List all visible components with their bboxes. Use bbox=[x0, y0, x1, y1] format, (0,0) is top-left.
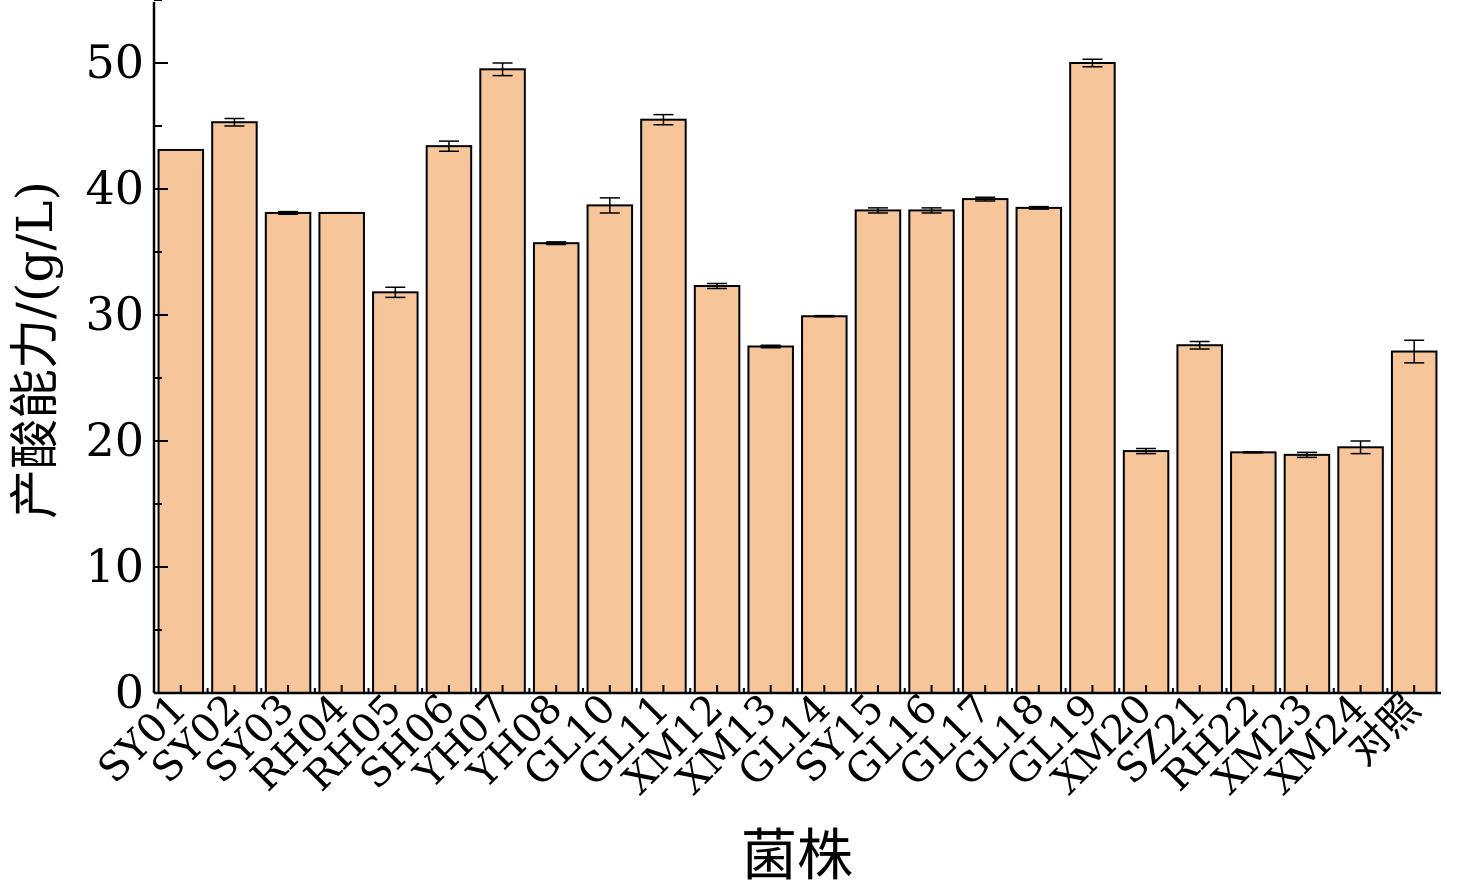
bar-16 bbox=[1015, 206, 1063, 694]
bar-12 bbox=[801, 315, 848, 694]
y-tick-label-30: 30 bbox=[85, 287, 144, 341]
bar-8 bbox=[586, 204, 634, 694]
bar-13 bbox=[854, 209, 902, 694]
bar-18 bbox=[1122, 450, 1170, 694]
y-tick-label-40: 40 bbox=[85, 161, 144, 215]
bar-4 bbox=[372, 291, 419, 694]
bar-5 bbox=[425, 145, 473, 695]
bar-20 bbox=[1230, 451, 1277, 694]
x-ticks-group: SY01SY02SY03RH04RH05SH06YH07YH08GL10GL11… bbox=[89, 685, 1429, 803]
error-bars-group bbox=[224, 58, 1425, 459]
y-tick-label-20: 20 bbox=[85, 413, 144, 467]
bar-19 bbox=[1176, 344, 1223, 694]
y-tick-label-10: 10 bbox=[85, 539, 144, 593]
bar-1 bbox=[211, 121, 258, 695]
bar-17 bbox=[1069, 62, 1116, 694]
bar-14 bbox=[908, 209, 955, 694]
bar-11 bbox=[747, 345, 794, 694]
y-tick-label-0: 0 bbox=[115, 665, 144, 719]
bar-22 bbox=[1337, 446, 1384, 694]
bar-15 bbox=[961, 198, 1009, 695]
x-axis-label: 菌株 bbox=[741, 824, 853, 885]
bar-23 bbox=[1390, 350, 1438, 694]
bar-0 bbox=[157, 148, 205, 694]
bar-10 bbox=[693, 285, 741, 694]
bar-7 bbox=[532, 242, 580, 694]
bar-6 bbox=[479, 68, 526, 695]
bar-9 bbox=[640, 118, 687, 694]
bar-2 bbox=[264, 211, 312, 694]
bars-group bbox=[157, 62, 1438, 695]
y-axis-label: 产酸能力/(g/L) bbox=[6, 181, 64, 519]
y-tick-label-50: 50 bbox=[85, 35, 144, 89]
bar-3 bbox=[318, 211, 365, 694]
y-ticks-group: 0 10 20 30 40 50 bbox=[85, 0, 168, 719]
bar-21 bbox=[1283, 453, 1331, 694]
